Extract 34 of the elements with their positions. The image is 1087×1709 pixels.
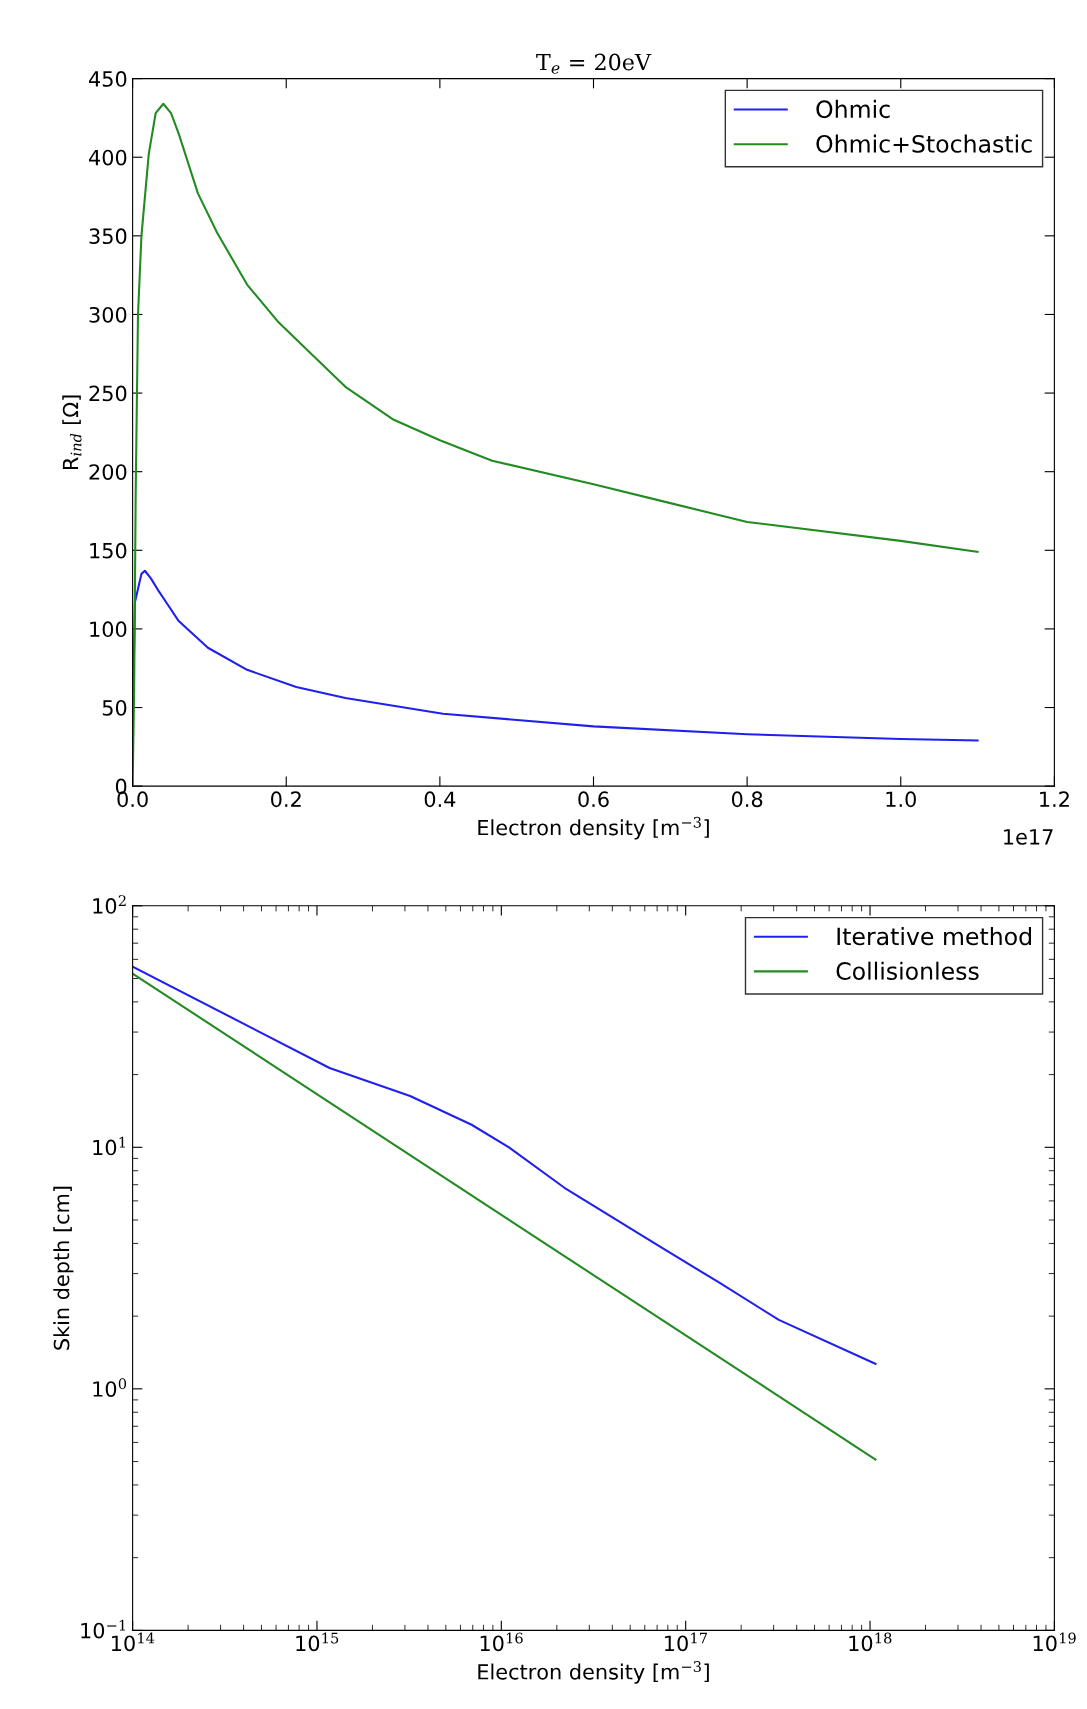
- x-tick-label: 0.6: [578, 791, 609, 808]
- y-tick-label: 350: [89, 228, 127, 245]
- x-tick-label: 0.8: [731, 791, 763, 808]
- x-tick-label: 10$^{18}$: [849, 1632, 892, 1652]
- legend-label: Ohmic: [816, 99, 890, 119]
- y-tick-label: 100: [90, 621, 127, 638]
- y-tick-label: 200: [89, 464, 127, 480]
- line-series: [132, 569, 979, 742]
- x-tick-label: 1.2: [1040, 791, 1069, 807]
- y-tick-label: 50: [102, 699, 127, 716]
- x-axis-title: Electron density [m$^{−3}$]: [478, 816, 709, 840]
- legend-label: Collisionless: [836, 961, 979, 980]
- x-tick-label: 0.4: [424, 791, 456, 808]
- y-tick-label: 300: [89, 306, 127, 323]
- y-tick-label: 250: [89, 385, 127, 402]
- x-axis-title: Electron density [m$^{−3}$]: [478, 1660, 709, 1684]
- y-axis-title: R$_{ind}$ [Ω]: [62, 395, 82, 470]
- y-tick-label: 150: [90, 542, 127, 559]
- chart-title: T$_{e}$ = 20eV: [536, 53, 652, 74]
- y-tick-label: 10$^{2}$: [93, 895, 126, 914]
- y-tick-label: 400: [89, 149, 127, 166]
- x-tick-label: 10$^{17}$: [665, 1632, 707, 1652]
- y-tick-label: 10$^{0}$: [93, 1378, 127, 1397]
- x-tick-label: 10$^{19}$: [1033, 1632, 1076, 1652]
- y-tick-label: 10$^{1}$: [93, 1136, 125, 1156]
- x-tick-label: 1.0: [886, 791, 916, 808]
- x-tick-label: 10$^{16}$: [480, 1632, 523, 1652]
- y-tick-label: 450: [89, 71, 127, 87]
- y-axis-title: Skin depth [cm]: [53, 1186, 74, 1350]
- legend-label: Ohmic+Stochastic: [816, 134, 1032, 153]
- text: 1e17: [1004, 829, 1053, 845]
- x-tick-label: 0.2: [271, 791, 301, 808]
- x-tick-label: 10$^{15}$: [296, 1632, 339, 1652]
- legend-label: Iterative method: [837, 927, 1031, 946]
